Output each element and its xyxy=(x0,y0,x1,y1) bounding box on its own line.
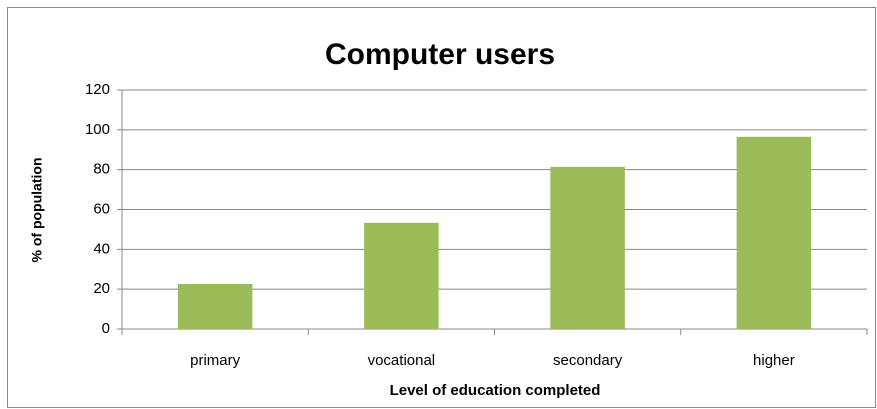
bar xyxy=(736,136,812,329)
x-tick-label: vocational xyxy=(368,352,436,369)
y-tick-label: 100 xyxy=(85,121,110,138)
y-axis-label: % of population xyxy=(29,158,45,263)
y-tick-label: 40 xyxy=(93,240,110,257)
chart-border xyxy=(7,7,876,408)
y-tick-label: 120 xyxy=(85,81,110,98)
y-tick-label: 80 xyxy=(93,161,110,178)
bar xyxy=(177,283,253,329)
x-tick-label: higher xyxy=(753,352,795,369)
y-tick-label: 60 xyxy=(93,200,110,217)
chart-title: Computer users xyxy=(325,38,555,71)
y-tick-label: 0 xyxy=(102,320,110,337)
bar xyxy=(550,166,625,329)
x-tick-label: secondary xyxy=(553,352,623,369)
x-tick-label: primary xyxy=(190,352,241,369)
x-axis-label: Level of education completed xyxy=(390,382,601,399)
y-tick-label: 20 xyxy=(93,280,110,297)
bar xyxy=(364,222,439,329)
